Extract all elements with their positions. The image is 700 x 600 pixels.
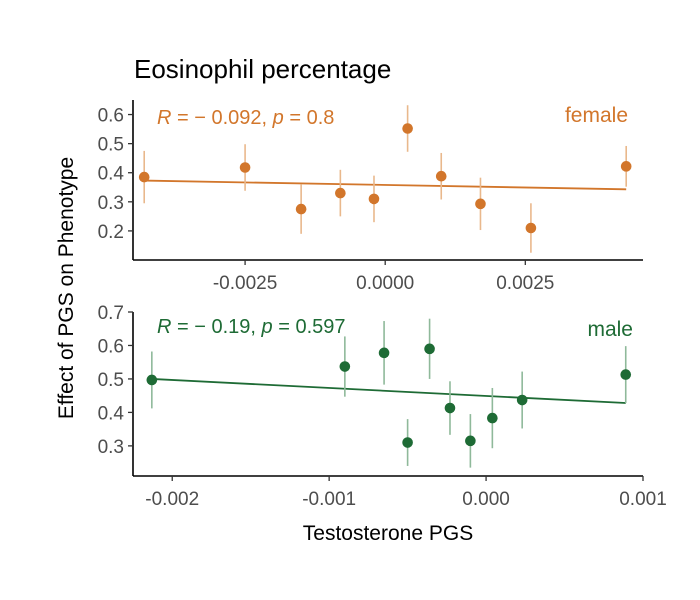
corr-separator: ,	[262, 107, 273, 129]
data-point	[339, 361, 351, 372]
correlation-annotation: R = − 0.092, p = 0.8	[157, 107, 334, 129]
data-point	[465, 435, 476, 447]
y-tick-label: 0.4	[98, 164, 125, 185]
data-point	[146, 374, 158, 386]
correlation-annotation: R = − 0.19, p = 0.597	[157, 316, 346, 338]
corr-separator: ,	[250, 316, 261, 338]
corr-p-symbol: p	[272, 107, 284, 129]
data-point	[378, 347, 390, 359]
data-point	[620, 161, 632, 172]
data-point	[475, 198, 486, 210]
data-point	[424, 343, 435, 355]
corr-r-value: = − 0.19	[171, 316, 250, 338]
corr-r-symbol: R	[157, 107, 171, 129]
data-point	[516, 394, 528, 406]
data-point	[138, 171, 150, 183]
data-point	[487, 412, 498, 424]
data-point	[402, 437, 413, 448]
y-tick-label: 0.2	[98, 222, 124, 243]
y-tick-label: 0.4	[98, 403, 125, 424]
panel-label: female	[565, 104, 628, 127]
chart-title: Eosinophil percentage	[134, 54, 391, 84]
corr-p-value: = 0.8	[284, 107, 335, 129]
panel-label: male	[587, 318, 633, 341]
corr-p-value: = 0.597	[273, 316, 346, 338]
y-tick-label: 0.6	[98, 336, 124, 357]
data-point	[435, 170, 447, 182]
data-point	[525, 222, 537, 234]
y-tick-label: 0.3	[98, 437, 124, 458]
data-point	[620, 369, 632, 380]
x-tick-label: -0.0025	[213, 273, 277, 294]
corr-r-value: = − 0.092	[171, 107, 261, 129]
panel-male: 0.3 0.4 0.5 0.6 0.7 -0.002 -0.001 0.000 0.001 R =…	[98, 303, 667, 510]
x-tick-label: 0.001	[619, 489, 667, 510]
x-axis-label: Testosterone PGS	[303, 522, 473, 545]
regression-line	[151, 378, 626, 404]
y-tick-label: 0.5	[98, 135, 124, 156]
data-point	[402, 123, 413, 134]
data-point	[335, 187, 346, 199]
panel-female: 0.2 0.3 0.4 0.5 0.6 -0.0025 0.0000 0.0025 R = − …	[98, 100, 643, 294]
data-point	[444, 402, 456, 414]
corr-r-symbol: R	[157, 316, 171, 338]
regression-line	[144, 179, 627, 191]
x-tick-label: 0.0000	[356, 273, 414, 294]
y-tick-label: 0.7	[98, 303, 124, 324]
data-point	[368, 193, 380, 205]
data-point	[239, 162, 251, 173]
data-point	[295, 203, 307, 215]
y-tick-label: 0.3	[98, 193, 124, 214]
x-tick-label: -0.002	[145, 489, 199, 510]
y-axis-label: Effect of PGS on Phenotype	[55, 157, 78, 419]
y-tick-label: 0.6	[98, 106, 124, 127]
x-tick-label: 0.000	[462, 489, 510, 510]
x-tick-label: -0.001	[302, 489, 356, 510]
x-tick-label: 0.0025	[496, 273, 554, 294]
corr-p-symbol: p	[261, 316, 273, 338]
y-tick-label: 0.5	[98, 370, 124, 391]
